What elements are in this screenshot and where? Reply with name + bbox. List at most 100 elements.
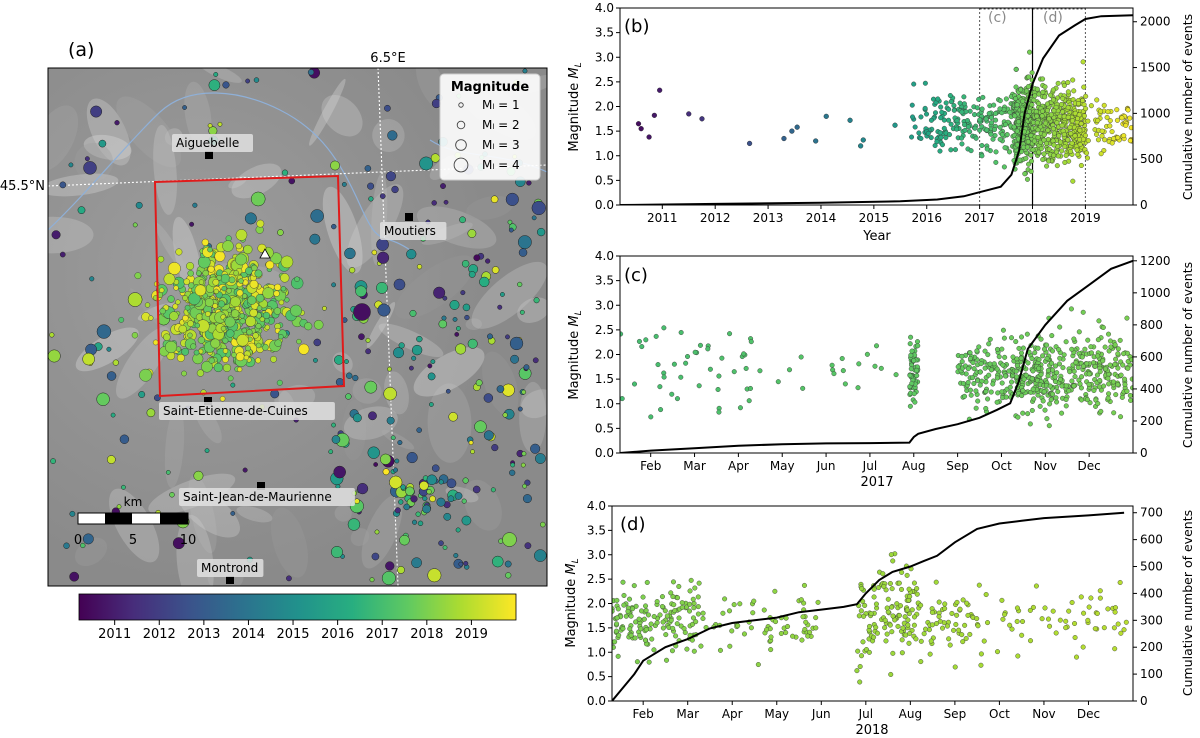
map-event xyxy=(221,285,227,292)
map-event xyxy=(426,489,432,495)
panel-c-point xyxy=(1007,384,1013,390)
town-marker xyxy=(405,213,413,221)
map-event xyxy=(393,278,406,291)
map-event xyxy=(222,363,232,372)
map-event xyxy=(245,78,251,84)
panel-c-point xyxy=(959,359,965,365)
panel-d-point xyxy=(906,640,912,646)
panel-c-point xyxy=(1041,389,1047,395)
panel-b-point xyxy=(823,113,829,119)
panel-c-point xyxy=(855,385,861,391)
town-marker xyxy=(205,151,213,159)
panel-b-point xyxy=(1044,107,1050,113)
map-event xyxy=(376,251,390,264)
panel-c-point xyxy=(982,348,988,354)
panel-d-point xyxy=(805,633,811,639)
panel-c-point xyxy=(1050,367,1056,373)
y2-tick-label: 800 xyxy=(1140,318,1163,332)
town-layer: Aiguebelle Moutiers Saint-Etienne-de-Cuine… xyxy=(159,134,447,584)
panel-d-point xyxy=(1020,619,1026,625)
panel-d-point xyxy=(1063,625,1069,631)
map-event xyxy=(274,283,282,291)
panel-b-point xyxy=(1062,144,1068,150)
panel-c-point xyxy=(1018,350,1024,356)
panel-b-point xyxy=(1002,145,1008,151)
map-event xyxy=(500,292,505,297)
map-event xyxy=(406,249,417,260)
panel-b-point xyxy=(1011,124,1017,130)
panel-c-point xyxy=(1030,368,1036,374)
relief-patch xyxy=(416,206,497,249)
panel-b-point xyxy=(1065,137,1071,143)
panel-d-point xyxy=(1123,619,1129,625)
panel-d-point xyxy=(856,613,862,619)
panel-c-point xyxy=(1102,344,1108,350)
panel-c-point xyxy=(1016,345,1022,351)
panel-c-point xyxy=(1063,397,1069,403)
panel-c-point xyxy=(787,367,793,373)
panel-d-point xyxy=(999,597,1005,603)
map-event xyxy=(368,196,374,202)
panel-b-point xyxy=(990,136,996,142)
panel-c-point xyxy=(678,329,684,335)
map-event xyxy=(371,552,380,561)
panel-c-point xyxy=(1056,361,1062,367)
panel-d-point xyxy=(700,616,706,622)
panel-d-point xyxy=(640,594,646,600)
map-event xyxy=(352,374,359,382)
panel-c-point xyxy=(1050,391,1056,397)
panel-d-point xyxy=(983,592,989,598)
colorbar-tick-label: 2011 xyxy=(98,627,131,642)
panel-b-point xyxy=(1027,49,1033,55)
panel-d-point xyxy=(800,614,806,620)
panel-d-point xyxy=(881,583,887,589)
panel-c-point xyxy=(912,399,918,405)
panel-b-point xyxy=(1065,114,1071,120)
map-event xyxy=(220,325,227,332)
panel-c-point xyxy=(1080,363,1086,369)
panel-d-point xyxy=(628,632,634,638)
panel-b-ylabel: Magnitude ML xyxy=(567,62,584,151)
panel-b-point xyxy=(962,127,968,133)
panel-b-point xyxy=(972,125,978,131)
panel-c-point xyxy=(1125,365,1131,371)
panel-c-points xyxy=(620,306,1133,429)
panel-b-point xyxy=(939,109,945,115)
panel-b-point xyxy=(993,117,999,123)
panel-c-point xyxy=(999,346,1005,352)
panel-c-point xyxy=(1066,388,1072,394)
panel-c-point xyxy=(727,331,733,337)
map-event xyxy=(296,338,302,345)
panel-c-point xyxy=(1044,416,1050,422)
map-event xyxy=(385,171,396,182)
map-event xyxy=(430,153,440,163)
panel-b-point xyxy=(1014,102,1020,108)
map-event xyxy=(235,352,245,362)
map-event xyxy=(90,105,103,118)
panel-c-point xyxy=(1106,391,1112,397)
panel-c-point xyxy=(743,365,749,371)
panel-b-point xyxy=(794,124,800,130)
panel-d-point xyxy=(613,628,619,634)
panel-c-point xyxy=(1105,395,1111,401)
panel-b-point xyxy=(1111,135,1117,141)
panel-c-point xyxy=(1059,383,1065,389)
panel-b-point xyxy=(1050,138,1056,144)
panel-b-point xyxy=(1062,159,1068,165)
map-event xyxy=(455,343,467,355)
panel-c-point xyxy=(1096,318,1102,324)
x-tick-label: Jun xyxy=(811,707,831,721)
map-event xyxy=(132,222,138,228)
map-event xyxy=(394,458,400,464)
panel-b-point xyxy=(1024,176,1030,182)
panel-b-point xyxy=(977,127,983,133)
panel-d-point xyxy=(899,569,905,575)
map-event xyxy=(505,572,512,579)
panel-c-point xyxy=(1127,393,1133,399)
panel-c-point xyxy=(1095,337,1101,343)
map-event xyxy=(249,308,258,317)
panel-c-point xyxy=(1111,410,1117,416)
panel-d-point xyxy=(660,619,666,625)
panel-b-point xyxy=(997,124,1003,130)
map-event xyxy=(96,392,110,406)
